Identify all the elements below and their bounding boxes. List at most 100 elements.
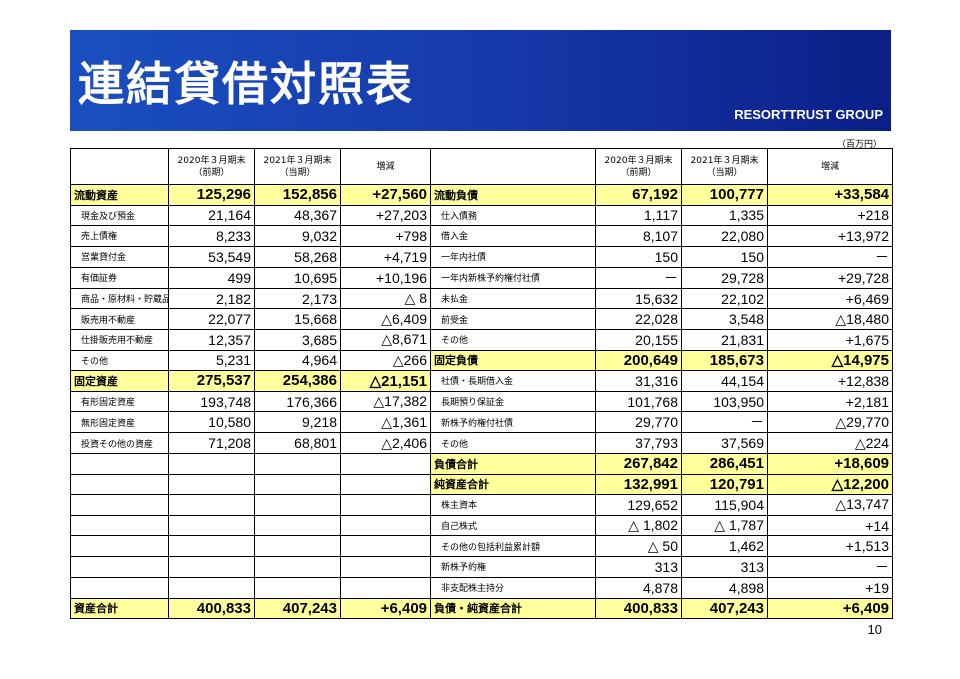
right-label-cell: 株主資本	[430, 494, 596, 516]
right-cur-cell: 286,451	[681, 452, 768, 475]
left-cur-cell: 176,366	[254, 390, 341, 413]
table-row: 売上債権 8,233 9,032 +798 借入金 8,107 22,080 +13,972	[70, 225, 893, 247]
right-prev-cell: 37,793	[595, 432, 682, 454]
left-empty-cell	[168, 494, 255, 516]
right-cur-cell: 313	[681, 555, 768, 578]
left-prev-cell: 499	[168, 266, 255, 289]
right-chg-cell: +1,513	[767, 535, 893, 557]
right-label-cell: 負債・純資産合計	[430, 597, 596, 620]
right-cur-cell: 1,462	[681, 535, 768, 557]
left-cur-cell: 4,964	[254, 349, 341, 372]
right-cur-cell: 150	[681, 245, 768, 268]
right-label-cell: 負債合計	[430, 452, 596, 475]
left-prev-cell: 22,077	[168, 308, 255, 330]
right-prev-cell: 4,878	[595, 576, 682, 599]
right-chg-cell: +14	[767, 514, 893, 537]
left-empty-cell	[254, 494, 341, 516]
left-chg-cell: △17,382	[340, 390, 431, 413]
brand-name: RESORTTRUST GROUP	[734, 107, 883, 122]
right-chg-cell: △29,770	[767, 411, 893, 434]
left-empty-cell	[254, 514, 341, 537]
left-label-cell: 固定資産	[70, 370, 169, 392]
left-empty-cell	[254, 535, 341, 557]
right-prev-cell: 15,632	[595, 287, 682, 310]
left-cur-cell: 15,668	[254, 308, 341, 330]
right-cur-cell: 3,548	[681, 308, 768, 330]
left-prev-cell: 12,357	[168, 328, 255, 351]
left-label-cell: 現金及び預金	[70, 204, 169, 227]
right-label-cell: 長期預り保証金	[430, 390, 596, 413]
table-row: 商品・原材料・貯蔵品 2,182 2,173 △ 8 未払金 15,632 22,102 +6…	[70, 287, 893, 310]
table-row: 流動資産 125,296 152,856 +27,560 流動負債 67,192 100,7…	[70, 184, 893, 206]
header-change-left: 増減	[340, 148, 431, 185]
left-empty-cell	[340, 555, 431, 578]
right-cur-cell: －	[681, 411, 768, 434]
left-empty-cell	[168, 514, 255, 537]
left-chg-cell: △21,151	[340, 370, 431, 392]
left-empty-cell	[168, 555, 255, 578]
left-empty-cell	[168, 452, 255, 475]
left-prev-cell: 53,549	[168, 245, 255, 268]
right-label-cell: 社債・長期借入金	[430, 370, 596, 392]
table-row: 株主資本 129,652 115,904 △13,747	[70, 494, 893, 516]
right-cur-cell: 185,673	[681, 349, 768, 372]
left-label-cell: 流動資産	[70, 184, 169, 206]
table-row: 新株予約権 313 313 －	[70, 555, 893, 578]
header-cur-right: 2021年３月期末 （当期）	[681, 148, 768, 185]
left-chg-cell: △2,406	[340, 432, 431, 454]
header-row: 2020年３月期末 （前期） 2021年３月期末 （当期） 増減 2020年３月期末…	[70, 148, 893, 185]
page-number: 10	[867, 622, 882, 637]
right-prev-cell: －	[595, 266, 682, 289]
balance-sheet-table: 2020年３月期末 （前期） 2021年３月期末 （当期） 増減 2020年３月期末…	[70, 148, 893, 620]
right-prev-cell: 200,649	[595, 349, 682, 372]
right-chg-cell: +19	[767, 576, 893, 599]
left-label-cell: その他	[70, 349, 169, 372]
left-label-cell: 有価証券	[70, 266, 169, 289]
table-row: 有価証券 499 10,695 +10,196 一年内新株予約権付社債－ 29,728 +2…	[70, 266, 893, 289]
left-empty-cell	[254, 576, 341, 599]
left-label-cell: 仕掛販売用不動産	[70, 328, 169, 351]
left-chg-cell: △1,361	[340, 411, 431, 434]
right-cur-cell: 100,777	[681, 184, 768, 206]
right-chg-cell: △13,747	[767, 494, 893, 516]
table-row: 営業貸付金 53,549 58,268 +4,719 一年内社債 150 150 －	[70, 245, 893, 268]
header-prev-right: 2020年３月期末 （前期）	[595, 148, 682, 185]
title-banner: 連結貸借対照表 RESORTTRUST GROUP	[70, 30, 891, 131]
right-chg-cell: △14,975	[767, 349, 893, 372]
left-chg-cell: +27,560	[340, 184, 431, 206]
right-label-cell: 仕入債務	[430, 204, 596, 227]
page-title: 連結貸借対照表	[78, 57, 414, 111]
right-prev-cell: 8,107	[595, 225, 682, 247]
right-prev-cell: 1,117	[595, 204, 682, 227]
right-label-cell: 純資産合計	[430, 473, 596, 496]
right-chg-cell: +13,972	[767, 225, 893, 247]
right-chg-cell: +18,609	[767, 452, 893, 475]
left-empty-cell	[70, 494, 169, 516]
table-row: 現金及び預金 21,164 48,367 +27,203 仕入債務 1,117 1,335 +…	[70, 204, 893, 227]
right-label-cell: 前受金	[430, 308, 596, 330]
table-row: 負債合計 267,842 286,451 +18,609	[70, 452, 893, 475]
table-row: 投資その他の資産 71,208 68,801 △2,406 その他 37,793 37,56…	[70, 432, 893, 454]
left-cur-cell: 3,685	[254, 328, 341, 351]
right-label-cell: 非支配株主持分	[430, 576, 596, 599]
left-empty-cell	[70, 452, 169, 475]
left-prev-cell: 125,296	[168, 184, 255, 206]
right-prev-cell: 20,155	[595, 328, 682, 351]
header-prev-left: 2020年３月期末 （前期）	[168, 148, 255, 185]
right-prev-cell: 101,768	[595, 390, 682, 413]
right-chg-cell: +2,181	[767, 390, 893, 413]
right-chg-cell: +1,675	[767, 328, 893, 351]
left-label-cell: 商品・原材料・貯蔵品	[70, 287, 169, 310]
right-prev-cell: 29,770	[595, 411, 682, 434]
left-empty-cell	[168, 473, 255, 496]
left-chg-cell: +4,719	[340, 245, 431, 268]
left-empty-cell	[254, 473, 341, 496]
right-cur-cell: 103,950	[681, 390, 768, 413]
right-prev-cell: △ 1,802	[595, 514, 682, 537]
right-label-cell: 一年内社債	[430, 245, 596, 268]
left-empty-cell	[340, 473, 431, 496]
table-row: その他の包括利益累計額 △ 50 1,462 +1,513	[70, 535, 893, 557]
left-empty-cell	[254, 555, 341, 578]
table-row: 純資産合計 132,991 120,791 △12,200	[70, 473, 893, 496]
right-cur-cell: 44,154	[681, 370, 768, 392]
